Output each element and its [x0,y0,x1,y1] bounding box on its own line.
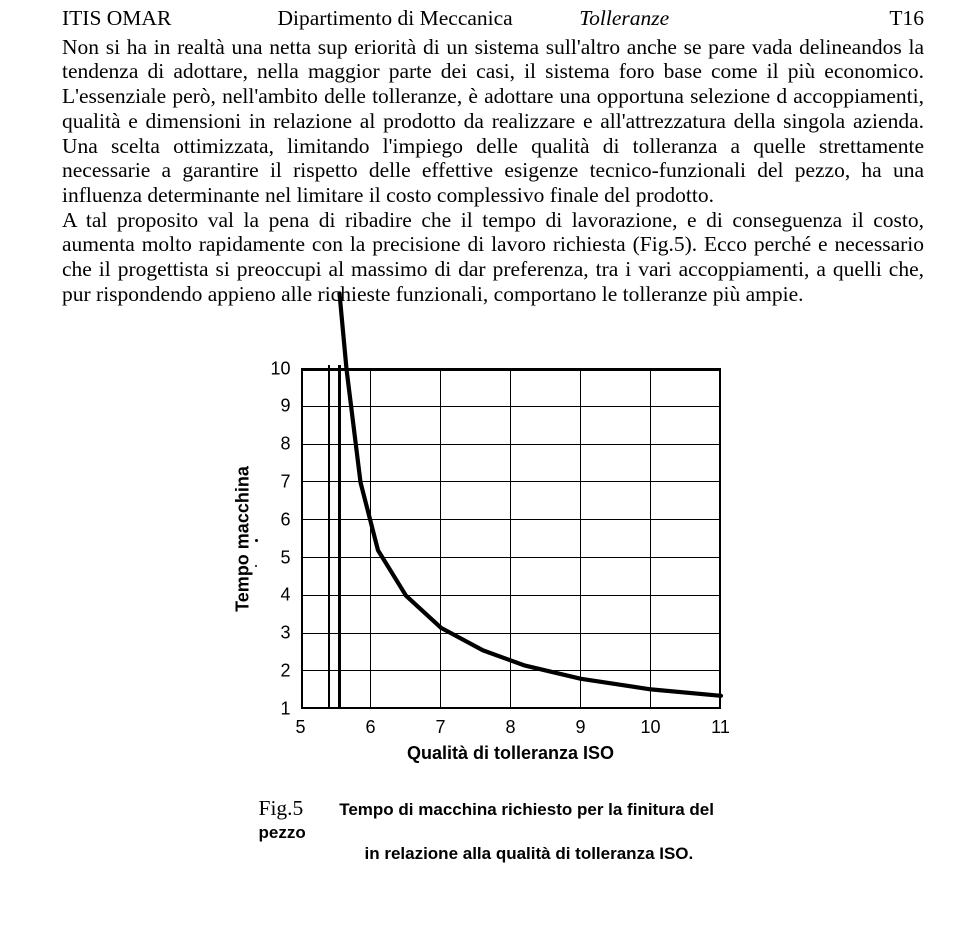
y-tick-label: 6 [280,509,300,530]
figure-caption: Fig.5 Tempo di macchina richiesto per la… [259,795,756,864]
caption-line-2: in relazione alla qualità di tolleranza … [365,843,756,864]
gridline-v [510,369,511,709]
y-tick-label: 4 [280,585,300,606]
figure-5: Tempo macchina 12345678910567891011 Qual… [62,369,924,865]
x-axis-label: Qualità di tolleranza ISO [301,743,721,764]
y-tick-label: 9 [280,396,300,417]
x-tick-label: 8 [505,709,515,738]
y-tick-label: 8 [280,434,300,455]
hdr-topic: Tolleranze [579,6,795,31]
y-tick-label: 2 [280,661,300,682]
y-tick-label: 7 [280,472,300,493]
hdr-org: ITIS OMAR [62,6,278,31]
x-tick-label: 5 [295,709,305,738]
gridline-v [370,369,371,709]
figure-number: Fig.5 [259,795,335,822]
asymptote-line [338,365,341,709]
x-tick-label: 10 [640,709,660,738]
x-tick-label: 9 [575,709,585,738]
scan-speck [255,539,258,542]
y-tick-label: 5 [280,547,300,568]
y-tick-label: 10 [270,358,300,379]
y-axis-label: Tempo macchina [232,466,253,612]
gridline-v [720,369,721,709]
gridline-v [440,369,441,709]
x-tick-label: 11 [711,709,730,738]
chart-plot: Tempo macchina 12345678910567891011 [301,369,721,709]
scan-speck [255,565,257,567]
hdr-code: T16 [795,6,924,31]
gridline-v [650,369,651,709]
x-tick-label: 6 [365,709,375,738]
hdr-dept: Dipartimento di Meccanica [278,6,580,31]
page-header: ITIS OMAR Dipartimento di Meccanica Toll… [62,0,924,31]
x-tick-label: 7 [435,709,445,738]
y-tick-label: 3 [280,623,300,644]
body-paragraph: Non si ha in realtà una netta sup eriori… [62,35,924,307]
asymptote-line [328,365,331,709]
gridline-v [580,369,581,709]
